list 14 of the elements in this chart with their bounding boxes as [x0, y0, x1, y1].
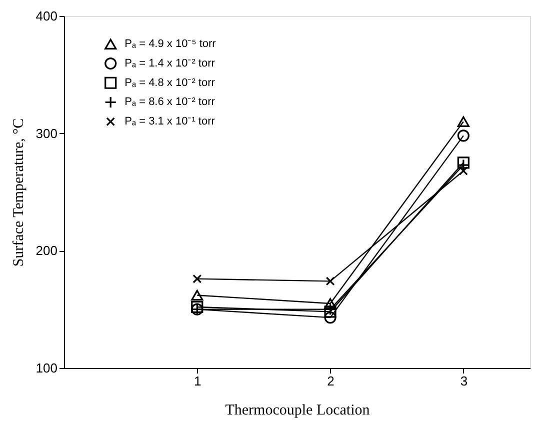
y-tick-label: 300 — [36, 126, 58, 141]
legend-label: Pₐ = 1.4 x 10⁻² torr — [124, 58, 216, 70]
x-tick-label: 2 — [327, 374, 334, 388]
y-tick-label: 100 — [36, 360, 58, 376]
y-tick-label: 400 — [36, 8, 58, 24]
legend-label: Pₐ = 4.8 x 10⁻² torr — [124, 76, 216, 89]
x-tick-label: 1 — [194, 374, 202, 388]
legend-label: Pₐ = 8.6 x 10⁻² torr — [124, 96, 216, 108]
x-tick-label: 3 — [460, 374, 468, 388]
x-axis-title: Thermocouple Location — [225, 402, 370, 418]
legend-label: Pₐ = 3.1 x 10⁻¹ torr — [124, 116, 216, 128]
legend-label: Pₐ = 4.9 x 10⁻⁵ torr — [124, 38, 216, 50]
y-tick-label: 200 — [36, 243, 58, 258]
y-axis-title: Surface Temperature, °C — [10, 118, 27, 267]
